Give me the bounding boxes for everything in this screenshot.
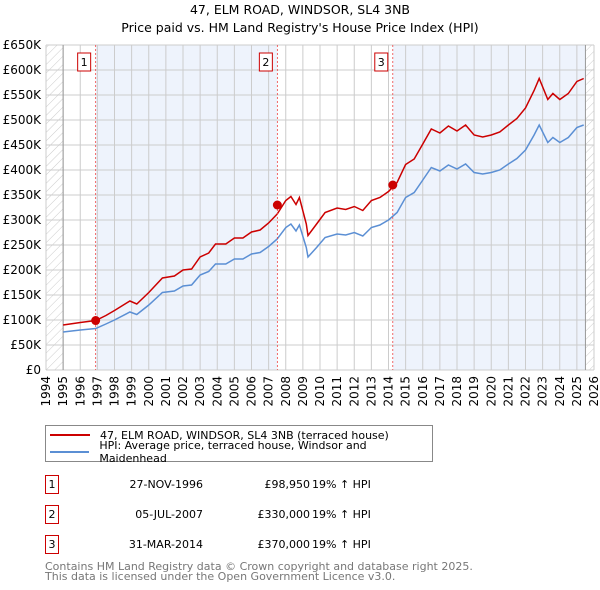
x-tick-label: 2018 [450,376,464,407]
x-tick-label: 2026 [587,376,600,407]
x-tick-label: 2011 [330,376,344,407]
x-tick-label: 2012 [347,376,361,407]
y-tick-label: £500K [3,113,43,127]
sale-price: £330,000 [257,508,311,521]
legend-item-property: 47, ELM ROAD, WINDSOR, SL4 3NB (terraced… [50,427,389,443]
x-tick-label: 1996 [73,376,87,407]
sale-row: 3 31-MAR-2014 £370,000 19% ↑ HPI [45,535,445,555]
sale-label: 3 [378,56,385,69]
legend-swatch-blue [50,451,90,453]
hpi-line [63,123,584,333]
x-tick-label: 2013 [364,376,378,407]
sale-hpi-diff: 19% ↑ HPI [312,538,371,551]
x-tick-label: 2019 [467,376,481,407]
sale-point [91,316,101,326]
sale-date: 05-JUL-2007 [135,508,203,521]
x-tick-label: 2021 [501,376,515,407]
sale-marker-badge: 3 [45,535,59,554]
x-tick-label: 2023 [536,376,550,407]
ownership-shade [392,45,586,370]
x-tick-label: 2005 [227,376,241,407]
y-tick-label: £600K [3,63,43,77]
price-chart: 1 2 3 £0 £50K £100K £150K £200K £250K £300K £350K £… [3,38,600,407]
x-tick-label: 2003 [193,376,207,407]
chart-subtitle: Price paid vs. HM Land Registry's House … [121,20,479,35]
sale-price: £370,000 [257,538,311,551]
y-tick-label: £250K [3,238,43,252]
x-tick-label: 2020 [484,376,498,407]
y-tick-label: £350K [3,188,43,202]
sale-label-box [374,52,389,72]
no-data-hatch [46,45,64,370]
sale-marker-badge: 2 [45,505,59,524]
y-tick-label: £650K [3,38,43,52]
sale-point [272,200,282,210]
sale-row: 1 27-NOV-1996 £98,950 19% ↑ HPI [45,475,445,495]
y-tick-label: £400K [3,163,43,177]
footer-copyright: Contains HM Land Registry data © Crown c… [45,560,473,573]
x-tick-label: 2007 [262,376,276,407]
x-tick-label: 2001 [159,376,173,407]
ownership-shade [95,45,278,370]
x-tick-label: 2017 [433,376,447,407]
sale-row: 2 05-JUL-2007 £330,000 19% ↑ HPI [45,505,445,525]
sale-price: £98,950 [264,478,311,491]
y-tick-label: £100K [3,313,43,327]
x-tick-label: 2014 [382,376,396,407]
sale-hpi-diff: 19% ↑ HPI [312,508,371,521]
sale-date: 27-NOV-1996 [129,478,203,491]
legend-label: 47, ELM ROAD, WINDSOR, SL4 3NB (terraced… [100,428,389,442]
x-tick-label: 2010 [313,376,327,407]
x-tick-label: 1997 [90,376,104,407]
x-tick-label: 2000 [142,376,156,407]
y-tick-label: £550K [3,88,43,102]
sale-label: 2 [262,56,269,69]
x-tick-label: 2006 [245,376,259,407]
y-tick-label: £150K [3,288,43,302]
x-tick-label: 2016 [416,376,430,407]
legend-swatch-red [50,434,90,436]
sale-point [388,180,398,190]
x-tick-label: 1999 [125,376,139,407]
x-tick-label: 1994 [39,376,53,407]
x-tick-label: 1995 [56,376,70,407]
x-tick-label: 2008 [279,376,293,407]
y-tick-label: £450K [3,138,43,152]
chart-legend: 47, ELM ROAD, WINDSOR, SL4 3NB (terraced… [45,425,433,465]
x-tick-label: 2009 [296,376,310,407]
legend-label: HPI: Average price, terraced house, Wind… [99,439,367,465]
x-tick-label: 2022 [519,376,533,407]
y-tick-label: £300K [3,213,43,227]
footer-licence: This data is licensed under the Open Gov… [45,570,396,583]
sale-hpi-diff: 19% ↑ HPI [312,478,371,491]
x-tick-label: 2024 [553,376,567,407]
x-tick-label: 1998 [108,376,122,407]
legend-item-hpi: HPI: Average price, terraced house, Wind… [50,439,432,465]
sale-marker-badge: 1 [45,475,59,494]
x-tick-label: 2004 [210,376,224,407]
x-tick-label: 2025 [570,376,584,407]
y-tick-label: £0 [26,363,41,377]
x-tick-label: 2002 [176,376,190,407]
y-tick-label: £200K [3,263,43,277]
sale-label: 1 [81,56,88,69]
sale-date: 31-MAR-2014 [128,538,203,551]
chart-title: 47, ELM ROAD, WINDSOR, SL4 3NB [189,2,411,17]
property-price-line [62,76,585,326]
sale-label-box [77,52,92,72]
no-data-hatch [585,45,594,370]
x-tick-label: 2015 [399,376,413,407]
sale-label-box [258,52,273,72]
y-tick-label: £50K [10,338,42,352]
